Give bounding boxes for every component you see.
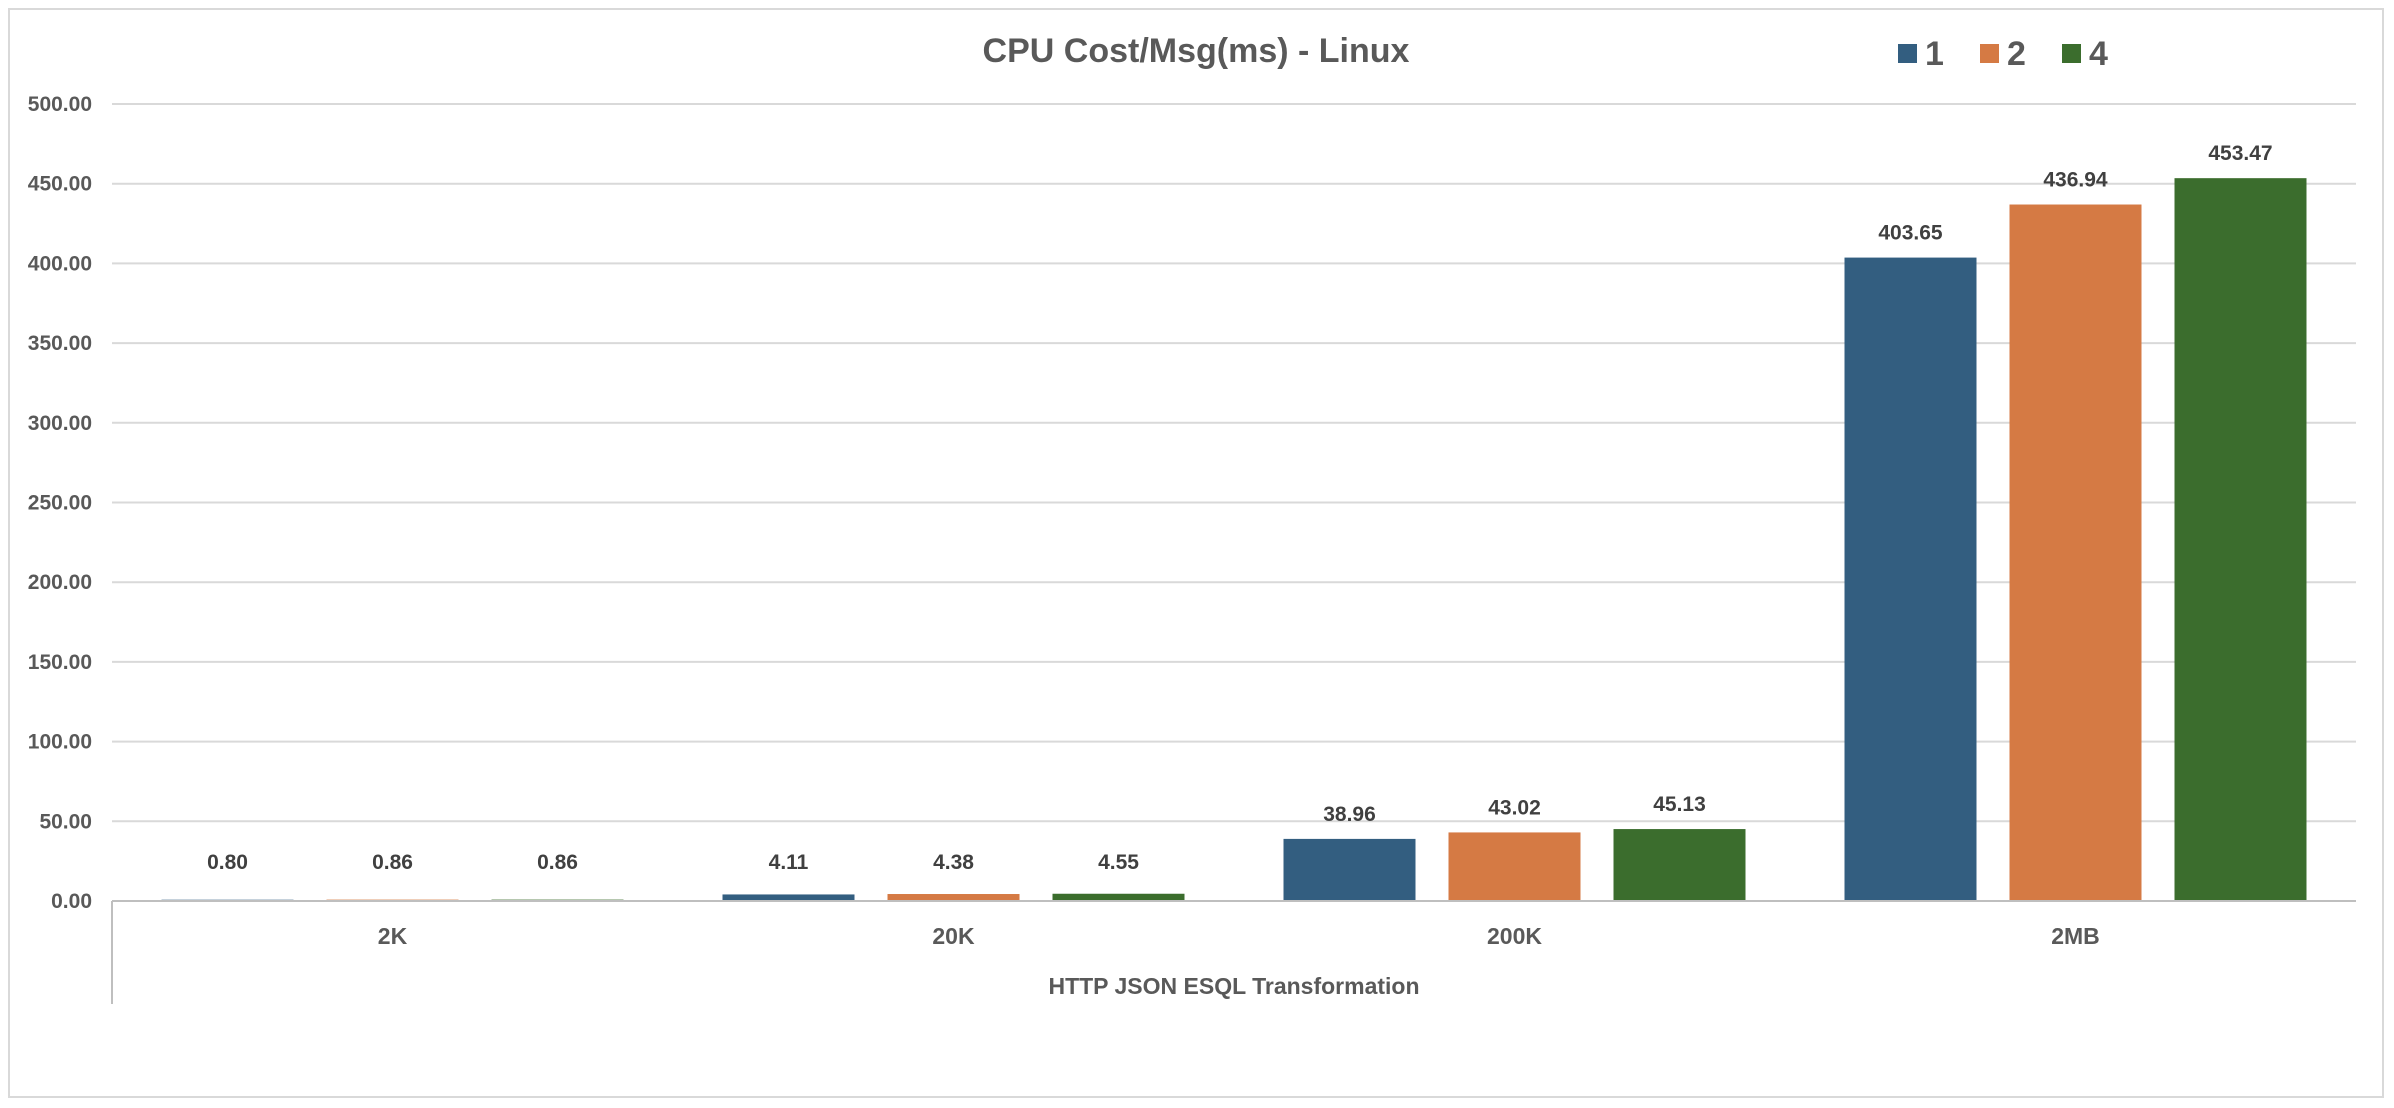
y-tick-label: 350.00 (28, 332, 92, 355)
y-tick-label: 200.00 (28, 571, 92, 594)
x-tick-label: 2MB (2051, 923, 2100, 949)
x-axis-group-label: HTTP JSON ESQL Transformation (1048, 973, 1419, 999)
bar-200K-series-2 (1448, 832, 1581, 901)
data-labels: 0.80 0.86 0.86 4.11 4.38 4.55 38.96 43.02 45.13 4… (207, 142, 2273, 874)
x-tick-label: 200K (1487, 923, 1542, 949)
legend-swatch (1898, 44, 1917, 63)
y-tick-label: 400.00 (28, 252, 92, 275)
bar-20K-series-1 (722, 894, 855, 901)
data-label: 403.65 (1878, 222, 1943, 245)
bar-20K-series-4 (1052, 893, 1185, 901)
bar-200K-series-1 (1283, 838, 1416, 901)
bar-20K-series-2 (887, 894, 1020, 901)
data-label: 38.96 (1323, 803, 1376, 826)
x-axis-category-labels: 2K 20K 200K 2MB (378, 923, 2100, 949)
bars (161, 178, 2307, 901)
y-tick-label: 500.00 (28, 93, 92, 116)
y-tick-label: 50.00 (39, 810, 92, 833)
y-tick-label: 300.00 (28, 412, 92, 435)
x-tick-label: 20K (932, 923, 975, 949)
y-tick-label: 100.00 (28, 731, 92, 754)
legend-label: 4 (2089, 35, 2108, 73)
gridlines (112, 103, 2356, 823)
y-axis-tick-labels: 0.00 50.00 100.00 150.00 200.00 250.00 300.00 3… (28, 93, 92, 913)
data-label: 4.38 (933, 851, 974, 874)
bar-200K-series-4 (1613, 829, 1746, 901)
y-tick-label: 150.00 (28, 651, 92, 674)
data-label: 0.86 (372, 851, 413, 874)
legend-label: 1 (1925, 35, 1944, 73)
y-tick-label: 250.00 (28, 492, 92, 515)
bar-2MB-series-2 (2009, 204, 2142, 901)
x-axis (111, 900, 2356, 1004)
data-label: 453.47 (2208, 142, 2272, 165)
bar-2MB-series-1 (1844, 257, 1977, 901)
data-label: 4.11 (769, 851, 809, 874)
data-label: 0.86 (537, 851, 578, 874)
legend-label: 2 (2007, 35, 2026, 73)
data-label: 4.55 (1098, 851, 1139, 874)
data-label: 43.02 (1488, 796, 1541, 819)
bar-2MB-series-4 (2174, 178, 2307, 901)
x-tick-label: 2K (378, 923, 408, 949)
legend-swatch (1980, 44, 1999, 63)
data-label: 45.13 (1653, 793, 1706, 816)
data-label: 436.94 (2043, 169, 2108, 192)
chart-frame (8, 8, 2384, 1098)
legend: 1 2 4 (1898, 35, 2108, 73)
y-tick-label: 0.00 (51, 890, 92, 913)
data-label: 0.80 (207, 851, 248, 874)
y-tick-label: 450.00 (28, 173, 92, 196)
legend-swatch (2062, 44, 2081, 63)
chart-title: CPU Cost/Msg(ms) - Linux (983, 32, 1410, 70)
